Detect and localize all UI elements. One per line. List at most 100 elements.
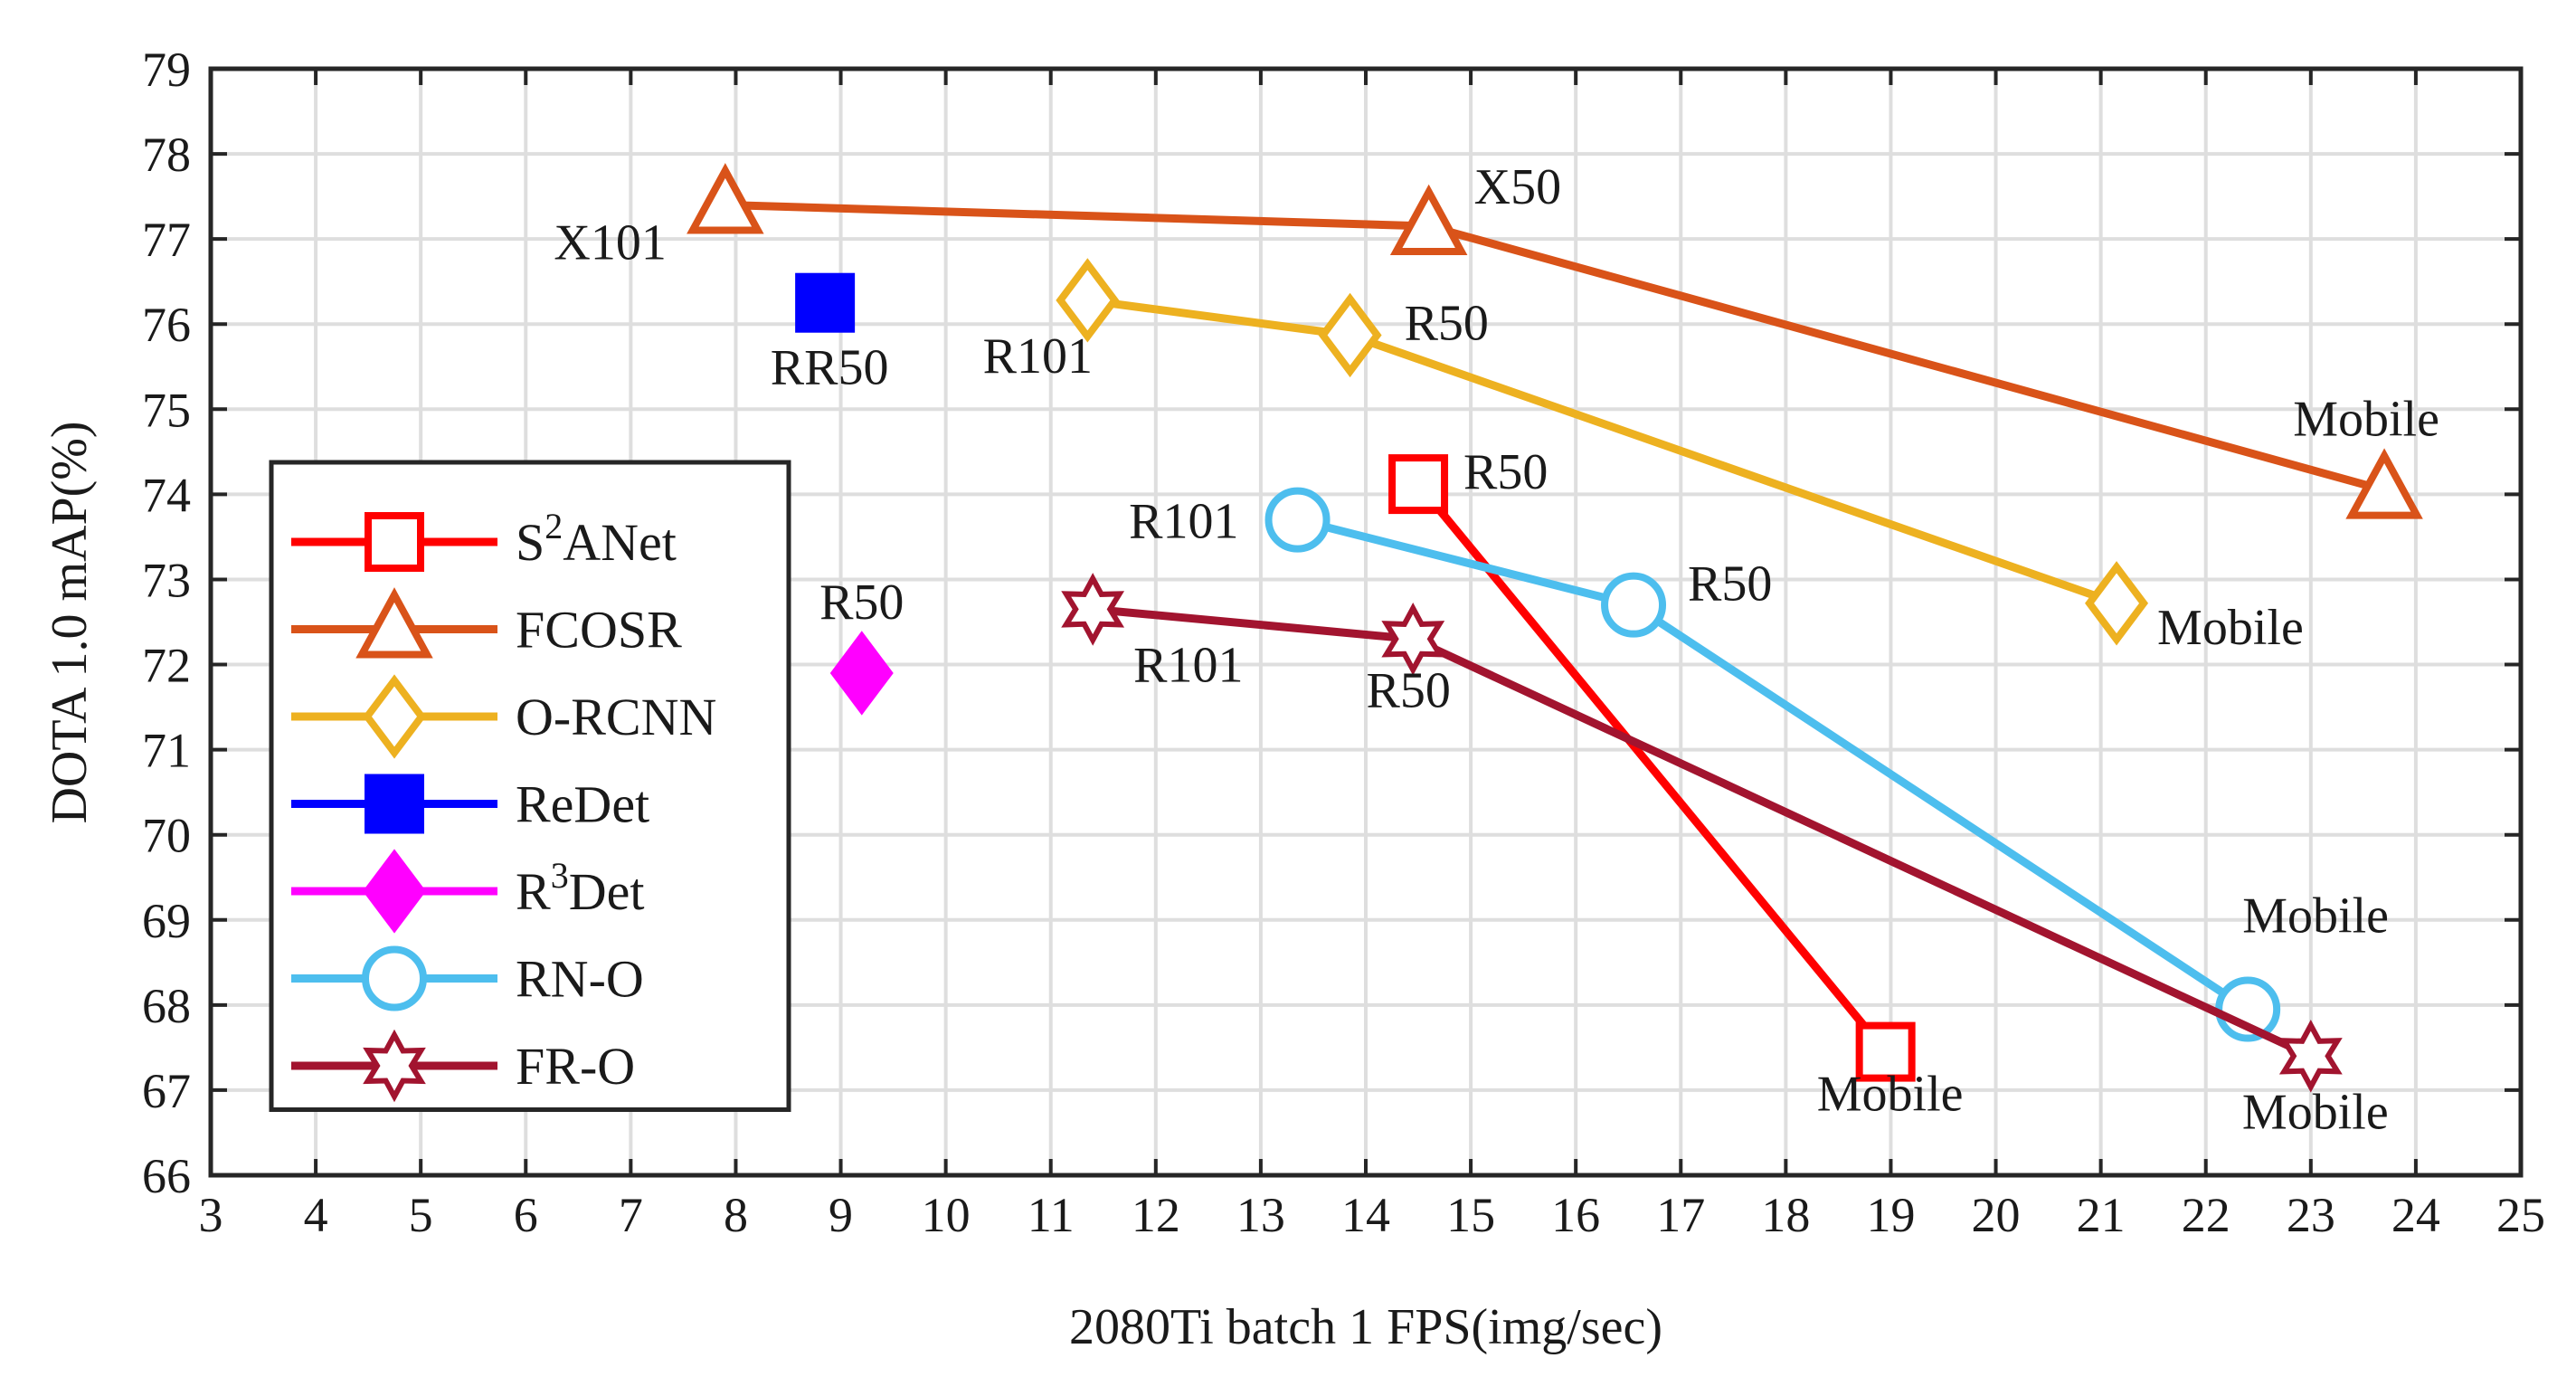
annotations: R50 Mobile X101 X50 Mobile R101 R50 Mobile RR50 R… xyxy=(554,159,2439,1140)
legend-item: ReDet xyxy=(291,774,649,834)
legend-item: O-RCNN xyxy=(291,674,716,759)
x-tick-label: 7 xyxy=(619,1188,643,1242)
data-point xyxy=(2345,448,2423,519)
legend-label-main: O-RCNN xyxy=(516,688,716,746)
series-line xyxy=(1415,481,1889,1055)
legend-label-main: R xyxy=(516,862,551,921)
legend-label: RN-O xyxy=(516,950,644,1009)
legend-marker xyxy=(365,512,424,572)
series-ReDet xyxy=(795,272,856,333)
x-axis-label: 2080Ti batch 1 FPS(img/sec) xyxy=(1069,1299,1662,1355)
legend-item: S2ANet xyxy=(291,506,677,572)
x-tick-label: 16 xyxy=(1551,1188,1600,1242)
legend-marker xyxy=(363,674,426,759)
x-tick-label: 17 xyxy=(1656,1188,1705,1242)
point-label: RR50 xyxy=(771,340,889,396)
x-tick-label: 12 xyxy=(1132,1188,1180,1242)
y-tick-label: 70 xyxy=(142,809,191,863)
x-tick-label: 10 xyxy=(922,1188,971,1242)
legend-box xyxy=(269,460,791,1112)
y-tick-label: 68 xyxy=(142,979,191,1033)
point-label: R50 xyxy=(1367,662,1451,718)
legend-label-main: RN-O xyxy=(516,950,644,1009)
x-tick-label: 15 xyxy=(1446,1188,1495,1242)
x-tick-label: 11 xyxy=(1028,1188,1075,1242)
x-tick-label: 3 xyxy=(199,1188,223,1242)
data-point xyxy=(829,631,894,716)
legend-label: S2ANet xyxy=(516,506,677,572)
x-tick-label: 14 xyxy=(1341,1188,1390,1242)
legend-label: O-RCNN xyxy=(516,688,716,746)
data-point xyxy=(1056,258,1120,343)
legend-item: FR-O xyxy=(291,1029,635,1103)
x-tick-label: 25 xyxy=(2496,1188,2545,1242)
x-tick-label: 22 xyxy=(2182,1188,2230,1242)
x-tick-label: 4 xyxy=(304,1188,328,1242)
point-label: R50 xyxy=(819,575,904,631)
y-tick-label: 75 xyxy=(142,383,191,437)
data-point xyxy=(1264,487,1331,553)
legend: S2ANet FCOSR O-RCNN ReDet R3Det RN-O FR-O xyxy=(269,460,791,1112)
legend-label: R3Det xyxy=(516,855,644,921)
y-tick-label: 78 xyxy=(142,128,191,182)
data-point xyxy=(1388,454,1449,515)
point-label: X50 xyxy=(1474,159,1561,215)
legend-label: FCOSR xyxy=(516,601,682,660)
y-tick-label: 73 xyxy=(142,553,191,607)
legend-label-main: FCOSR xyxy=(516,601,682,660)
legend-label-tail: ANet xyxy=(563,513,677,572)
series-O-RCNN xyxy=(1056,258,2149,646)
plot-frame xyxy=(208,66,2524,1178)
legend-item: RN-O xyxy=(291,945,644,1011)
y-axis-label: DOTA 1.0 mAP(%) xyxy=(42,421,98,823)
y-tick-label: 74 xyxy=(142,468,191,522)
data-point xyxy=(1601,572,1667,638)
y-tick-label: 67 xyxy=(142,1064,191,1118)
point-label: Mobile xyxy=(2157,600,2304,656)
data-point xyxy=(2085,561,2149,646)
point-label: Mobile xyxy=(2293,392,2439,448)
series-S2ANet xyxy=(1388,454,1916,1082)
y-tick-label: 69 xyxy=(142,894,191,948)
x-tick-label: 24 xyxy=(2391,1188,2440,1242)
x-tick-label: 21 xyxy=(2077,1188,2126,1242)
x-tick-label: 9 xyxy=(829,1188,853,1242)
series-R3Det xyxy=(829,631,894,716)
y-tick-label: 76 xyxy=(142,298,191,352)
x-tick-label: 20 xyxy=(1972,1188,2021,1242)
x-tick-label: 5 xyxy=(409,1188,433,1242)
legend-label-main: S xyxy=(516,513,545,572)
y-tick-label: 72 xyxy=(142,639,191,693)
legend-item: FCOSR xyxy=(291,587,682,660)
point-label: R50 xyxy=(1688,556,1772,613)
legend-item: R3Det xyxy=(291,849,644,934)
legend-label-tail: Det xyxy=(569,862,645,921)
legend-marker xyxy=(363,1029,426,1103)
data-point xyxy=(1318,292,1382,378)
legend-marker xyxy=(362,945,427,1011)
y-tick-label: 66 xyxy=(142,1149,191,1203)
x-tick-label: 8 xyxy=(724,1188,748,1242)
series-layer xyxy=(687,163,2423,1093)
series-FR-O xyxy=(1061,573,2343,1093)
x-tick-label: 19 xyxy=(1866,1188,1915,1242)
point-label: R50 xyxy=(1405,295,1489,351)
x-tick-label: 6 xyxy=(514,1188,538,1242)
data-point xyxy=(1389,184,1468,256)
point-label: R50 xyxy=(1463,444,1548,500)
legend-label: ReDet xyxy=(516,775,649,834)
y-tick-label: 71 xyxy=(142,724,191,778)
legend-marker xyxy=(355,587,433,659)
point-label: Mobile xyxy=(1817,1067,1964,1123)
data-point xyxy=(687,163,764,234)
series-FCOSR xyxy=(687,163,2423,519)
grid xyxy=(209,67,2523,1177)
data-point xyxy=(1381,602,1445,676)
ticks: 3 4 5 6 7 8 9 10 11 12 13 14 15 16 17 18 19 20 21 22 23 24 256… xyxy=(142,43,2545,1242)
x-tick-label: 23 xyxy=(2287,1188,2335,1242)
point-label: R101 xyxy=(1133,637,1243,693)
legend-label: FR-O xyxy=(516,1037,635,1096)
point-label: X101 xyxy=(554,215,666,271)
y-tick-label: 77 xyxy=(142,213,191,267)
